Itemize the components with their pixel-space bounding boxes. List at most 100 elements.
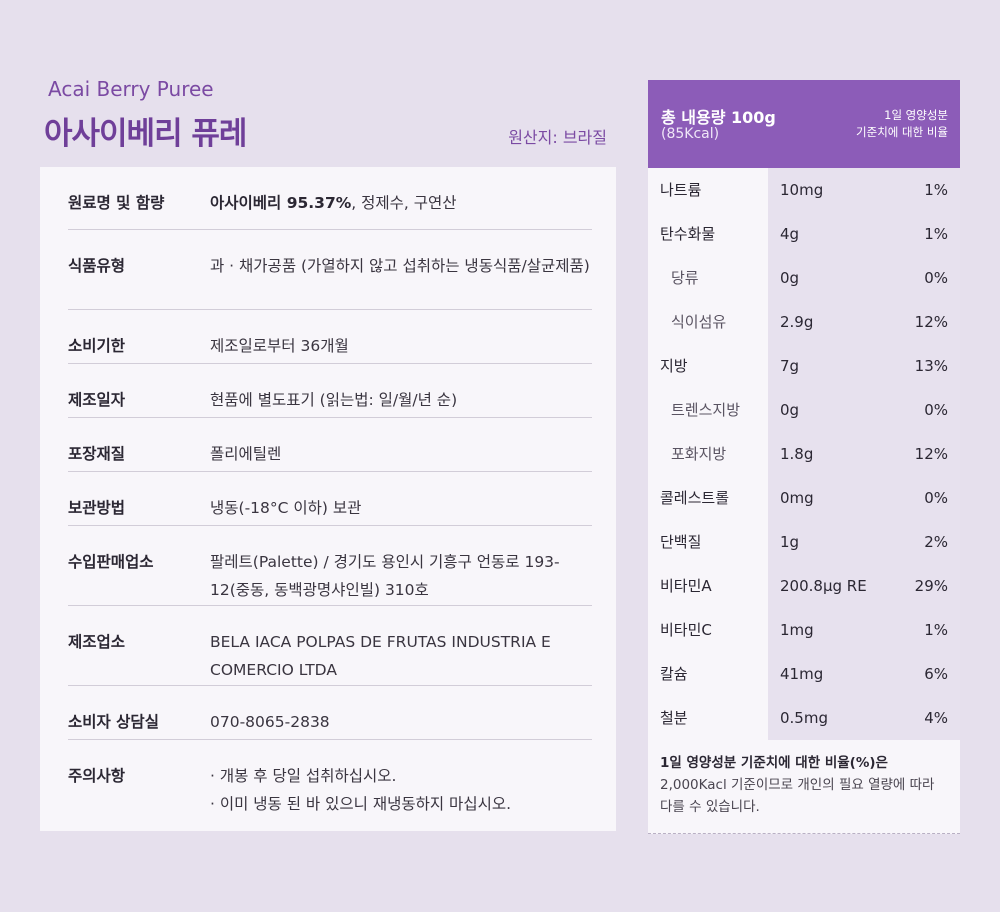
nutrient-name: 당류 xyxy=(648,255,768,300)
info-row-caution: 주의사항 · 개봉 후 당일 섭취하십시오. · 이미 냉동 된 바 있으니 재… xyxy=(68,740,592,830)
info-label: 포장재질 xyxy=(68,445,126,463)
info-label: 소비기한 xyxy=(68,337,126,355)
nutrient-name: 비타민C xyxy=(648,607,768,652)
nutrient-values: 1g 2% xyxy=(768,519,960,564)
nutrient-values: 0g 0% xyxy=(768,255,960,300)
nutrient-amount: 0g xyxy=(780,268,800,287)
info-row-storage: 보관방법 냉동(-18°C 이하) 보관 xyxy=(68,472,592,526)
nutrient-percent: 12% xyxy=(914,312,948,331)
nutrient-amount: 0.5mg xyxy=(780,708,828,727)
nutrition-row: 지방 7g 13% xyxy=(648,343,960,388)
nutrition-row: 단백질 1g 2% xyxy=(648,519,960,564)
info-value: 제조일로부터 36개월 xyxy=(210,337,349,355)
nutrient-name: 단백질 xyxy=(648,519,768,564)
nutrient-percent: 1% xyxy=(924,180,948,199)
info-value: 과 · 채가공품 (가열하지 않고 섭취하는 냉동식품/살균제품) xyxy=(210,257,590,275)
info-row-ingredients: 원료명 및 함량 아사이베리 95.37%, 정제수, 구연산 xyxy=(68,167,592,230)
nutrition-row: 트렌스지방 0g 0% xyxy=(648,387,960,432)
nutrition-row: 철분 0.5mg 4% xyxy=(648,695,960,740)
info-value: 아사이베리 95.37%, 정제수, 구연산 xyxy=(210,189,592,229)
nutrient-percent: 4% xyxy=(924,708,948,727)
nutrient-percent: 1% xyxy=(924,620,948,639)
nutrient-name: 식이섬유 xyxy=(648,299,768,344)
nutrition-row: 나트륨 10mg 1% xyxy=(648,167,960,212)
page-title: 아사이베리 퓨레 xyxy=(44,116,247,152)
nutrient-percent: 29% xyxy=(914,576,948,595)
info-label: 식품유형 xyxy=(68,257,126,275)
nutrient-values: 41mg 6% xyxy=(768,651,960,696)
nutrient-name: 칼슘 xyxy=(648,651,768,696)
nutrient-name: 트렌스지방 xyxy=(648,387,768,432)
info-row-manufacturer: 제조업소 BELA IACA POLPAS DE FRUTAS INDUSTRI… xyxy=(68,606,592,686)
nutrition-row: 비타민C 1mg 1% xyxy=(648,607,960,652)
info-value-bold: 아사이베리 95.37% xyxy=(210,194,352,212)
info-value: 냉동(-18°C 이하) 보관 xyxy=(210,499,362,517)
nutrient-amount: 10mg xyxy=(780,180,824,199)
nutrient-name: 나트륨 xyxy=(648,167,768,212)
footnote-text: 2,000Kacl 기준이므로 개인의 필요 열량에 따라 다를 수 있습니다. xyxy=(660,777,935,815)
nutrient-amount: 1.8g xyxy=(780,444,814,463)
info-label: 원료명 및 함량 xyxy=(68,194,165,212)
nutrient-name: 콜레스트롤 xyxy=(648,475,768,520)
nutrition-row: 콜레스트롤 0mg 0% xyxy=(648,475,960,520)
kcal: (85Kcal) xyxy=(661,126,720,142)
nutrient-percent: 1% xyxy=(924,224,948,243)
daily-ratio-label: 1일 영양성분 xyxy=(884,108,948,122)
info-value: 팔레트(Palette) / 경기도 용인시 기흥구 언동로 193-12(중동… xyxy=(210,553,560,599)
nutrient-amount: 1mg xyxy=(780,620,814,639)
title-en: Acai Berry Puree xyxy=(48,77,214,101)
nutrient-amount: 200.8μg RE xyxy=(780,576,867,595)
nutrient-name: 비타민A xyxy=(648,563,768,608)
info-value: 현품에 별도표기 (읽는법: 일/월/년 순) xyxy=(210,391,458,409)
info-label: 보관방법 xyxy=(68,499,126,517)
nutrient-values: 1.8g 12% xyxy=(768,431,960,476)
nutrient-values: 0mg 0% xyxy=(768,475,960,520)
info-label: 주의사항 xyxy=(68,767,126,785)
nutrient-values: 0g 0% xyxy=(768,387,960,432)
nutrition-row: 식이섬유 2.9g 12% xyxy=(648,299,960,344)
nutrient-percent: 0% xyxy=(924,488,948,507)
nutrient-values: 10mg 1% xyxy=(768,167,960,212)
nutrient-percent: 0% xyxy=(924,268,948,287)
nutrient-percent: 12% xyxy=(914,444,948,463)
total-content: 총 내용량 100g xyxy=(661,108,776,127)
product-info-table: 원료명 및 함량 아사이베리 95.37%, 정제수, 구연산 식품유형 과 ·… xyxy=(40,167,616,831)
info-value-rest: , 정제수, 구연산 xyxy=(351,194,457,212)
info-value: · 개봉 후 당일 섭취하십시오. · 이미 냉동 된 바 있으니 재냉동하지 … xyxy=(210,762,592,830)
nutrient-name: 철분 xyxy=(648,695,768,740)
nutrient-amount: 41mg xyxy=(780,664,824,683)
nutrient-values: 4g 1% xyxy=(768,211,960,256)
nutrition-row: 포화지방 1.8g 12% xyxy=(648,431,960,476)
origin-label: 원산지: 브라질 xyxy=(508,128,607,147)
nutrition-row: 탄수화물 4g 1% xyxy=(648,211,960,256)
nutrition-table: 총 내용량 100g (85Kcal) 1일 영양성분 기준치에 대한 비율 나… xyxy=(648,80,960,834)
nutrient-values: 200.8μg RE 29% xyxy=(768,563,960,608)
nutrition-row: 비타민A 200.8μg RE 29% xyxy=(648,563,960,608)
info-row-manufacture-date: 제조일자 현품에 별도표기 (읽는법: 일/월/년 순) xyxy=(68,364,592,418)
caution-line: · 이미 냉동 된 바 있으니 재냉동하지 마십시오. xyxy=(210,795,512,813)
nutrient-name: 포화지방 xyxy=(648,431,768,476)
nutrient-values: 1mg 1% xyxy=(768,607,960,652)
nutrient-amount: 0g xyxy=(780,400,800,419)
daily-ratio-label: 기준치에 대한 비율 xyxy=(856,125,948,139)
nutrient-amount: 1g xyxy=(780,532,800,551)
nutrient-values: 2.9g 12% xyxy=(768,299,960,344)
info-label: 소비자 상담실 xyxy=(68,713,159,731)
nutrient-values: 0.5mg 4% xyxy=(768,695,960,740)
nutrient-name: 탄수화물 xyxy=(648,211,768,256)
nutrient-amount: 4g xyxy=(780,224,800,243)
nutrient-percent: 13% xyxy=(914,356,948,375)
nutrient-amount: 0mg xyxy=(780,488,814,507)
nutrient-amount: 2.9g xyxy=(780,312,814,331)
info-row-consumer-center: 소비자 상담실 070-8065-2838 xyxy=(68,686,592,740)
info-label: 제조일자 xyxy=(68,391,126,409)
info-row-importer: 수입판매업소 팔레트(Palette) / 경기도 용인시 기흥구 언동로 19… xyxy=(68,526,592,606)
nutrient-values: 7g 13% xyxy=(768,343,960,388)
info-label: 제조업소 xyxy=(68,633,126,651)
info-row-expiry: 소비기한 제조일로부터 36개월 xyxy=(68,310,592,364)
info-label: 수입판매업소 xyxy=(68,553,154,571)
nutrition-header: 총 내용량 100g (85Kcal) 1일 영양성분 기준치에 대한 비율 xyxy=(648,80,960,168)
nutrient-percent: 2% xyxy=(924,532,948,551)
nutrition-footnote: 1일 영양성분 기준치에 대한 비율(%)은 2,000Kacl 기준이므로 개… xyxy=(648,740,960,834)
nutrition-row: 당류 0g 0% xyxy=(648,255,960,300)
